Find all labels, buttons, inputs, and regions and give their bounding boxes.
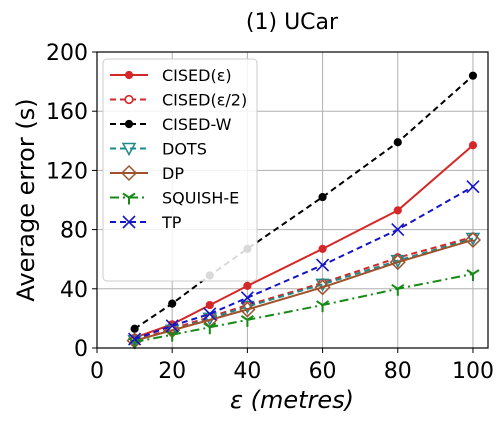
legend-label: DP xyxy=(162,164,184,183)
x-axis-label: ε (metres) xyxy=(230,386,354,414)
marker-diamond xyxy=(120,164,138,182)
y-tick-label: 40 xyxy=(60,278,88,303)
legend-label: CISED(ε/2) xyxy=(162,91,247,110)
marker-tri-down xyxy=(240,315,254,327)
series-2 xyxy=(130,71,478,333)
marker-dot xyxy=(318,192,327,202)
x-tick-label: 40 xyxy=(233,359,261,384)
y-tick-label: 120 xyxy=(46,159,88,184)
marker-dot xyxy=(468,71,478,80)
plot-frame xyxy=(96,51,489,349)
legend-label: SQUISH-E xyxy=(162,189,239,208)
marker-triangle xyxy=(121,142,137,157)
legend-entry: CISED-W xyxy=(110,115,232,134)
series-layer xyxy=(126,71,482,350)
legend-entry: DOTS xyxy=(110,140,207,159)
marker-dot xyxy=(168,299,177,308)
marker-dot xyxy=(393,138,402,147)
marker-dot xyxy=(130,324,139,333)
legend-label: TP xyxy=(161,213,182,232)
series-6 xyxy=(128,180,480,346)
legend-box xyxy=(102,58,258,282)
x-tick-label: 0 xyxy=(90,359,104,384)
marker-diamond xyxy=(389,254,406,271)
marker-dot xyxy=(124,70,134,80)
marker-tri-down xyxy=(391,283,405,296)
y-tick-label: 0 xyxy=(74,337,88,362)
marker-x xyxy=(122,215,136,229)
legend-entry: TP xyxy=(110,213,182,232)
marker-dot xyxy=(393,206,402,215)
x-tick-label: 100 xyxy=(452,359,494,384)
marker-dot xyxy=(243,281,252,290)
marker-dot xyxy=(318,244,327,253)
legend-label: CISED(ε) xyxy=(162,66,232,85)
marker-diamond xyxy=(239,301,256,318)
y-axis-label: Average error (s) xyxy=(12,98,40,301)
series-line xyxy=(134,237,474,342)
marker-diamond xyxy=(314,279,331,296)
legend-entry: CISED(ε) xyxy=(110,66,232,85)
marker-x xyxy=(165,319,179,333)
marker-tri-down xyxy=(203,322,217,335)
marker-tri-down xyxy=(316,300,330,313)
x-tick-label: 20 xyxy=(158,359,186,384)
y-tick-label: 160 xyxy=(46,100,88,125)
marker-x xyxy=(240,291,254,305)
marker-dot xyxy=(124,119,134,129)
marker-x xyxy=(128,332,142,346)
marker-tri-down xyxy=(466,269,480,281)
legend-label: DOTS xyxy=(162,140,207,159)
marker-circle xyxy=(124,94,134,105)
marker-x xyxy=(391,223,405,237)
marker-x xyxy=(316,258,330,272)
marker-tri-down xyxy=(122,192,136,205)
chart-title: (1) UCar xyxy=(246,10,339,35)
x-tick-label: 60 xyxy=(309,359,337,384)
series-line xyxy=(134,239,474,342)
marker-x xyxy=(203,307,217,321)
y-tick-label: 80 xyxy=(60,219,88,244)
series-5 xyxy=(128,269,480,350)
marker-dot xyxy=(468,141,478,150)
legend-entry: DP xyxy=(110,164,184,183)
x-tick-label: 80 xyxy=(384,359,412,384)
marker-diamond xyxy=(464,231,482,249)
legend-entry: SQUISH-E xyxy=(110,189,239,208)
y-tick-label: 200 xyxy=(46,41,88,66)
series-line xyxy=(134,273,474,344)
legend-entry: CISED(ε/2) xyxy=(110,91,247,110)
legend: CISED(ε) CISED(ε/2) CISED-W DOTS DP SQUISH-E T… xyxy=(102,58,258,282)
legend-label: CISED-W xyxy=(162,115,232,134)
marker-dot xyxy=(205,300,214,310)
marker-x xyxy=(466,180,480,194)
ticks: 0 20 40 60 80 100 0 40 80 120 160 200 xyxy=(46,41,494,384)
